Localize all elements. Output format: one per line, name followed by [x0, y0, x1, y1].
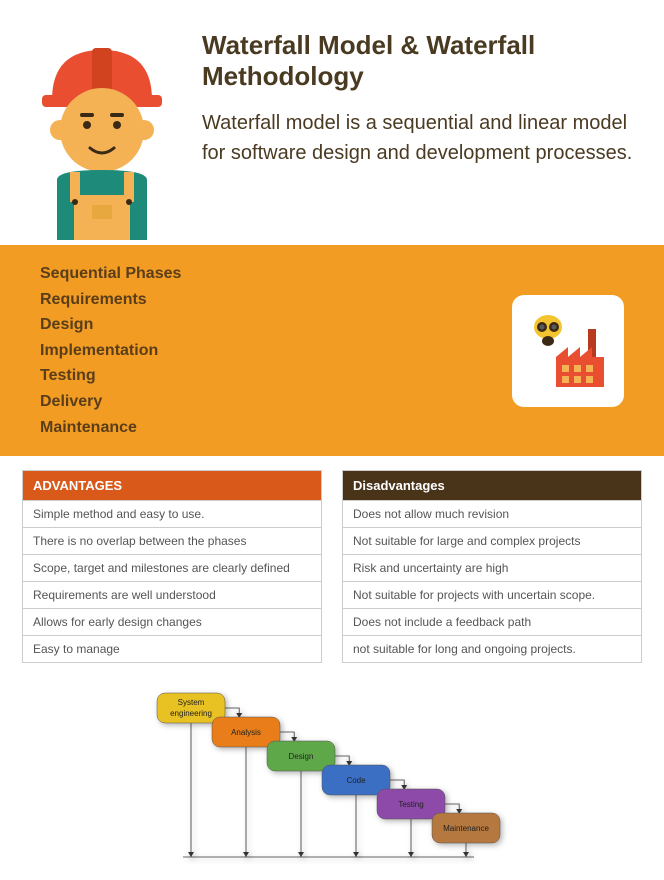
phases-band: Sequential PhasesRequirementsDesignImple…: [0, 245, 664, 456]
page: Waterfall Model & Waterfall Methodology …: [0, 0, 664, 880]
page-subtitle: Waterfall model is a sequential and line…: [202, 108, 642, 168]
svg-text:Analysis: Analysis: [231, 728, 261, 737]
svg-text:Design: Design: [289, 752, 314, 761]
phase-item: Maintenance: [40, 415, 181, 441]
table-row: Easy to manage: [23, 635, 321, 662]
table-row: Scope, target and milestones are clearly…: [23, 554, 321, 581]
disadvantages-rows: Does not allow much revisionNot suitable…: [343, 500, 641, 662]
disadvantages-header: Disadvantages: [343, 471, 641, 500]
table-row: Not suitable for large and complex proje…: [343, 527, 641, 554]
phase-item: Design: [40, 312, 181, 338]
table-row: Allows for early design changes: [23, 608, 321, 635]
worker-icon: [22, 30, 182, 245]
factory-icon: [526, 309, 610, 393]
phase-item: Requirements: [40, 287, 181, 313]
phase-item: Implementation: [40, 338, 181, 364]
table-row: Not suitable for projects with uncertain…: [343, 581, 641, 608]
phases-list: Sequential PhasesRequirementsDesignImple…: [40, 261, 181, 440]
svg-text:System: System: [178, 698, 205, 707]
table-row: Simple method and easy to use.: [23, 500, 321, 527]
disadvantages-table: Disadvantages Does not allow much revisi…: [342, 470, 642, 663]
table-row: Requirements are well understood: [23, 581, 321, 608]
tables: ADVANTAGES Simple method and easy to use…: [22, 470, 642, 663]
advantages-table: ADVANTAGES Simple method and easy to use…: [22, 470, 322, 663]
phase-item: Delivery: [40, 389, 181, 415]
advantages-rows: Simple method and easy to use.There is n…: [23, 500, 321, 662]
table-row: There is no overlap between the phases: [23, 527, 321, 554]
advantages-header: ADVANTAGES: [23, 471, 321, 500]
table-row: Does not include a feedback path: [343, 608, 641, 635]
table-row: Does not allow much revision: [343, 500, 641, 527]
waterfall-diagram: System engineering Analysis Design Code Testi…: [22, 683, 642, 858]
phase-item: Sequential Phases: [40, 261, 181, 287]
table-row: not suitable for long and ongoing projec…: [343, 635, 641, 662]
svg-text:Code: Code: [346, 776, 366, 785]
svg-text:Maintenance: Maintenance: [443, 824, 489, 833]
page-title: Waterfall Model & Waterfall Methodology: [202, 30, 642, 92]
svg-text:Testing: Testing: [398, 800, 423, 809]
header-text: Waterfall Model & Waterfall Methodology …: [202, 30, 642, 245]
factory-card: [512, 295, 624, 407]
svg-text:engineering: engineering: [170, 709, 212, 718]
table-row: Risk and uncertainty are high: [343, 554, 641, 581]
phase-item: Testing: [40, 363, 181, 389]
header: Waterfall Model & Waterfall Methodology …: [22, 30, 642, 245]
